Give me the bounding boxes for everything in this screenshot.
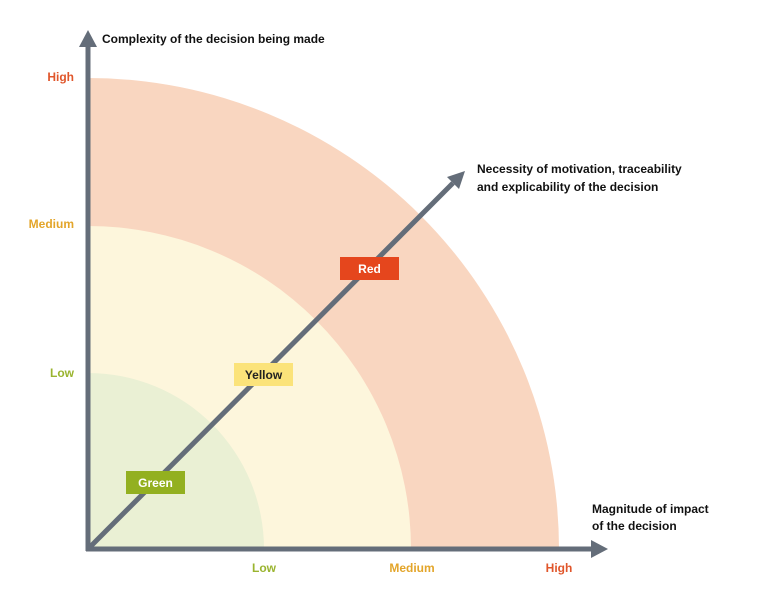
diagonal-axis-title-line2: and explicability of the decision bbox=[477, 180, 659, 194]
zone-yellow-badge: Yellow bbox=[234, 363, 293, 386]
y-axis-title: Complexity of the decision being made bbox=[102, 32, 325, 46]
diagonal-axis-arrowhead bbox=[447, 171, 465, 189]
zone-green-badge: Green bbox=[126, 471, 185, 494]
y-tick-medium: Medium bbox=[28, 217, 74, 231]
x-tick-high: High bbox=[545, 561, 573, 575]
y-tick-low: Low bbox=[50, 366, 74, 380]
y-tick-high: High bbox=[47, 70, 74, 84]
diagonal-axis-title-line1: Necessity of motivation, traceability bbox=[477, 162, 682, 176]
y-axis-arrowhead bbox=[79, 30, 97, 47]
x-tick-medium: Medium bbox=[389, 561, 435, 575]
x-axis-title-line2: of the decision bbox=[592, 519, 677, 533]
x-tick-low: Low bbox=[252, 561, 276, 575]
zone-red-badge: Red bbox=[340, 257, 399, 280]
x-axis-arrowhead bbox=[591, 540, 608, 558]
x-axis-title-line1: Magnitude of impact bbox=[592, 502, 709, 516]
